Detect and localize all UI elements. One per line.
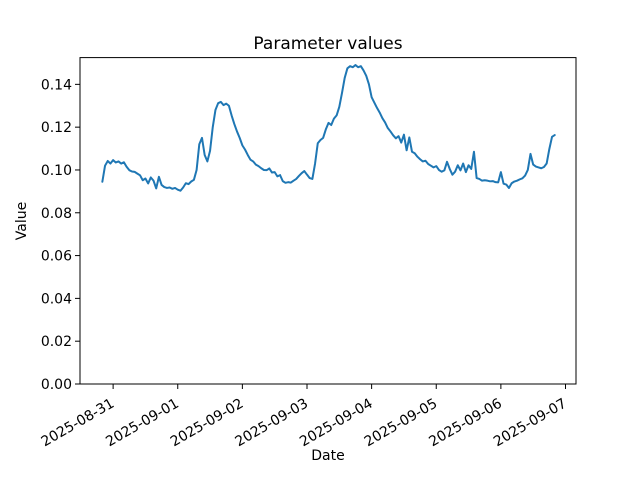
y-tick-label: 0.12 (41, 120, 72, 136)
plot-border (79, 57, 577, 385)
chart-title: Parameter values (253, 34, 402, 54)
y-tick-label: 0.02 (41, 334, 72, 350)
y-tick-label: 0.10 (41, 163, 72, 179)
y-axis-label: Value (14, 202, 30, 240)
y-tick-label: 0.14 (41, 77, 72, 93)
x-axis-label: Date (311, 448, 344, 464)
y-tick-label: 0.06 (41, 249, 72, 265)
y-tick-label: 0.08 (41, 206, 72, 222)
y-tick-label: 0.04 (41, 291, 72, 307)
data-series-layer (101, 64, 556, 192)
series-line (101, 64, 556, 192)
y-tick-label: 0.00 (41, 377, 72, 393)
